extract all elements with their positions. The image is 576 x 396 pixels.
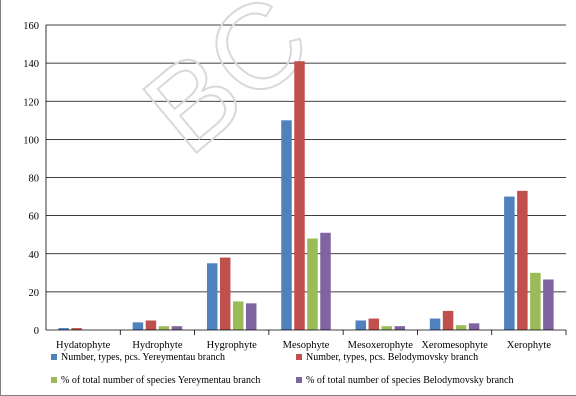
y-tick-label: 140 [23,59,39,70]
legend-label: % of total number of species Belodymovsk… [306,375,513,386]
bar [158,326,170,330]
bar [206,263,218,330]
bar [219,257,231,330]
bar [355,320,367,330]
x-category-label: Mesophyte [283,340,330,351]
bar [132,322,144,330]
bar [429,318,441,330]
x-category-label: Mesoxerophyte [348,340,414,351]
y-tick-label: 80 [29,174,40,185]
x-category-label: Xeromesophyte [421,340,488,351]
x-category-label: Xerophyte [507,340,552,351]
bar [381,326,393,330]
bar [232,301,244,330]
legend-label: % of total number of species Yereymentau… [61,375,260,386]
x-category-label: Hydatophyte [56,340,111,351]
axis-labels: 0 20 40 60 80 100 120 140 160 Hydatophyte Hydrophy… [23,21,551,351]
bar [468,323,480,330]
bar [517,190,528,330]
legend-swatch [51,377,57,383]
bar [320,232,331,330]
y-tick-label: 20 [29,288,40,299]
bars [58,61,554,330]
y-tick-label: 120 [23,97,39,108]
legend-swatch [296,354,302,360]
y-tick-label: 0 [34,326,39,337]
bar [442,310,454,330]
axes [45,25,567,335]
legend: Number, types, pcs. Yereymentau branch Nu… [51,352,513,386]
bar [394,326,406,330]
bar [171,326,183,330]
x-category-label: Hygrophyte [207,340,257,351]
bar [504,196,515,330]
legend-label: Number, types, pcs. Belodymovsky branch [306,352,478,363]
bar [281,120,292,330]
bar [58,328,69,330]
bar [245,303,257,330]
bar [294,61,305,330]
bar [455,325,467,330]
bar [530,272,541,330]
x-category-label: Hydrophyte [132,340,182,351]
bar [71,328,82,330]
y-tick-label: 160 [23,21,39,32]
legend-swatch [296,377,302,383]
legend-label: Number, types, pcs. Yereymentau branch [61,352,225,363]
y-tick-label: 40 [29,250,40,261]
y-tick-label: 60 [29,212,40,223]
bar [543,279,554,330]
y-tick-label: 100 [23,135,39,146]
bar [307,238,318,330]
legend-swatch [51,354,57,360]
bar [145,320,157,330]
bar [368,318,380,330]
gridlines [46,24,566,293]
